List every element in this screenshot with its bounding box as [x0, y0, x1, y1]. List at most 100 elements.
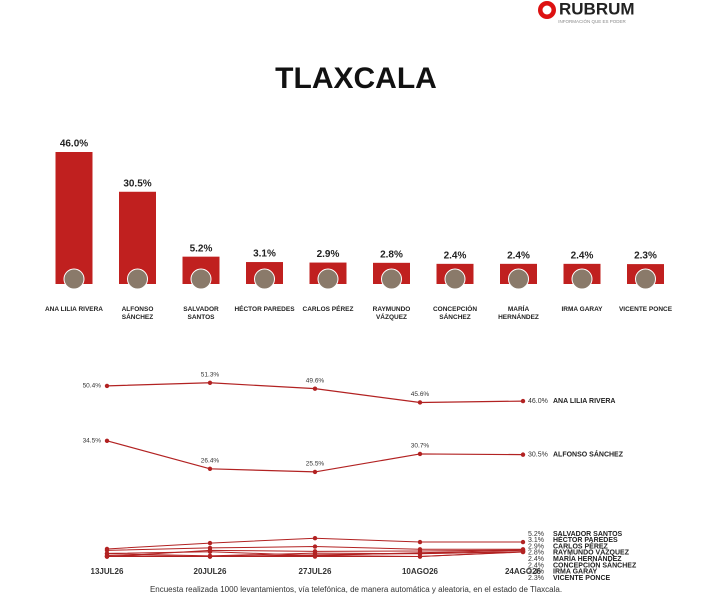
point [417, 551, 423, 556]
series-label: SALVADOR SANTOS [553, 531, 623, 538]
bar [563, 263, 601, 270]
bar [500, 263, 537, 270]
candidate-photo [63, 268, 85, 290]
value-label: 2.4% [444, 250, 467, 261]
value-label: 2.4% [507, 250, 530, 261]
series-label: MARÍA HERNÁNDEZ [553, 554, 622, 563]
series-label: RAYMUNDO VÁZQUEZ [553, 548, 630, 557]
value-label: 45.6% [411, 391, 430, 398]
candidate-photo [381, 268, 402, 290]
value-label: 5.2% [528, 531, 544, 538]
bar [373, 262, 410, 270]
value-label: 51.3% [201, 372, 220, 379]
x-tick-label: 13JUL26 [91, 567, 124, 576]
point [520, 398, 526, 404]
category-label: VICENTE PONCE [618, 306, 673, 313]
series-label: CONCEPCIÓN SÁNCHEZ [553, 560, 637, 569]
value-label: 2.4% [528, 562, 544, 569]
value-label: 30.5% [123, 178, 151, 189]
candidate-photo [127, 268, 148, 290]
point [312, 536, 318, 541]
point [207, 554, 213, 559]
point [104, 438, 110, 444]
value-label: 2.3% [634, 251, 657, 262]
candidate-photo [571, 268, 593, 290]
value-label: 2.8% [528, 550, 544, 557]
bar [119, 191, 156, 270]
candidate-photo [508, 268, 529, 290]
candidate-photo [317, 268, 339, 290]
logo-mark-inner [542, 5, 552, 15]
category-label: ANA LILIA RIVERA [44, 306, 104, 313]
candidate-photo [635, 268, 656, 290]
point [520, 452, 526, 457]
point [207, 549, 213, 554]
x-tick-label: 27JUL26 [299, 567, 332, 576]
bar [182, 256, 220, 270]
value-label: 50.4% [83, 383, 102, 390]
point [104, 553, 110, 558]
category-label: HÉCTOR PAREDES [234, 306, 295, 313]
value-label: 5.2% [190, 243, 213, 254]
value-label: 2.4% [571, 250, 594, 261]
category-label: RAYMUNDO VÁZQUEZ [372, 306, 411, 321]
value-label: 2.3% [528, 575, 544, 582]
point [520, 539, 526, 545]
value-label: 49.6% [306, 377, 325, 384]
point [417, 554, 423, 559]
value-label: 26.4% [201, 458, 220, 465]
value-label: 30.5% [528, 451, 548, 458]
value-label: 3.1% [253, 249, 276, 260]
category-label: IRMA GARAY [561, 306, 603, 313]
value-label: 25.5% [306, 461, 325, 468]
candidate-photo [444, 268, 466, 290]
series-label: ANA LILIA RIVERA [553, 398, 615, 405]
x-tick-label: 10AGO26 [402, 567, 439, 576]
value-label: 3.1% [528, 537, 544, 544]
value-label: 2.4% [528, 556, 544, 563]
category-label: CARLOS PÉREZ [302, 306, 354, 313]
line [106, 382, 524, 404]
point [312, 469, 318, 475]
series-label: IRMA GARAY [553, 569, 598, 576]
value-label: 34.5% [83, 438, 102, 445]
category-label: MARÍA HERNÁNDEZ [498, 306, 539, 321]
point [207, 466, 213, 471]
point [207, 380, 213, 385]
point [417, 400, 423, 405]
value-label: 46.0% [528, 398, 548, 405]
series-label: VICENTE PONCE [553, 575, 611, 582]
bar [627, 264, 664, 270]
logo: RUBRUM [559, 0, 635, 18]
point [520, 549, 526, 555]
x-tick-label: 24AGO26 [505, 567, 542, 576]
series-label: HÉCTOR PAREDES [553, 535, 618, 544]
point [312, 386, 318, 391]
value-label: 2.8% [380, 249, 403, 260]
point [417, 451, 423, 457]
bar [436, 263, 474, 270]
point [104, 548, 110, 553]
candidate-photo [190, 268, 212, 290]
category-label: ALFONSO SÁNCHEZ [121, 306, 154, 321]
category-label: CONCEPCIÓN SÁNCHEZ [432, 306, 478, 321]
series-label: CARLOS PÉREZ [553, 541, 609, 550]
x-tick-label: 20JUL26 [194, 567, 227, 576]
value-label: 2.4% [528, 569, 544, 576]
point [104, 383, 110, 389]
series-label: ALFONSO SÁNCHEZ [553, 449, 624, 458]
chart-title: TLAXCALA [275, 62, 437, 95]
category-label: SALVADOR SANTOS [183, 306, 219, 321]
point [312, 544, 318, 549]
point [417, 539, 423, 545]
bar [246, 262, 283, 270]
tagline: INFORMACIÓN QUE ES PODER [558, 18, 626, 24]
footer: Encuesta realizada 1000 levantamientos, … [150, 585, 562, 594]
value-label: 2.9% [528, 543, 544, 550]
value-label: 46.0% [60, 139, 88, 150]
value-label: 2.9% [317, 249, 340, 260]
point [207, 540, 213, 546]
value-label: 30.7% [411, 443, 430, 450]
